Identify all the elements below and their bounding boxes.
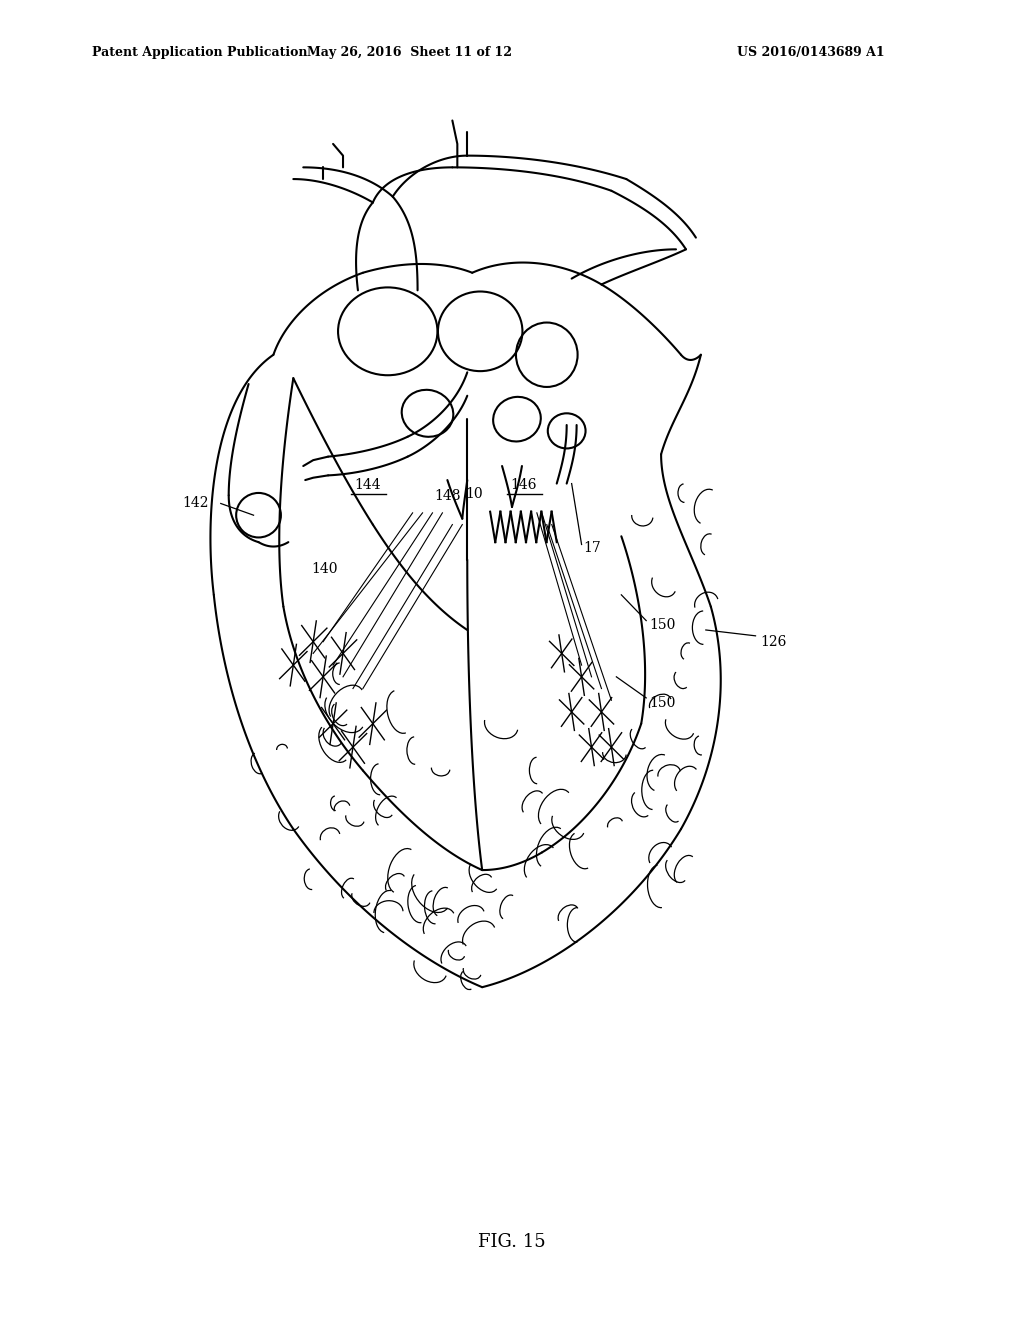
Text: Patent Application Publication: Patent Application Publication xyxy=(92,46,307,59)
Text: 146: 146 xyxy=(511,478,538,492)
Text: May 26, 2016  Sheet 11 of 12: May 26, 2016 Sheet 11 of 12 xyxy=(307,46,512,59)
Text: 140: 140 xyxy=(311,562,338,576)
Text: 126: 126 xyxy=(761,635,786,648)
Text: 144: 144 xyxy=(354,478,381,492)
Text: 10: 10 xyxy=(466,487,483,502)
Text: 148: 148 xyxy=(434,490,461,503)
Text: US 2016/0143689 A1: US 2016/0143689 A1 xyxy=(737,46,885,59)
Text: 150: 150 xyxy=(649,696,676,710)
Text: 17: 17 xyxy=(584,541,601,554)
Text: 150: 150 xyxy=(649,618,676,632)
Text: FIG. 15: FIG. 15 xyxy=(478,1233,546,1251)
Text: 142: 142 xyxy=(182,496,209,511)
